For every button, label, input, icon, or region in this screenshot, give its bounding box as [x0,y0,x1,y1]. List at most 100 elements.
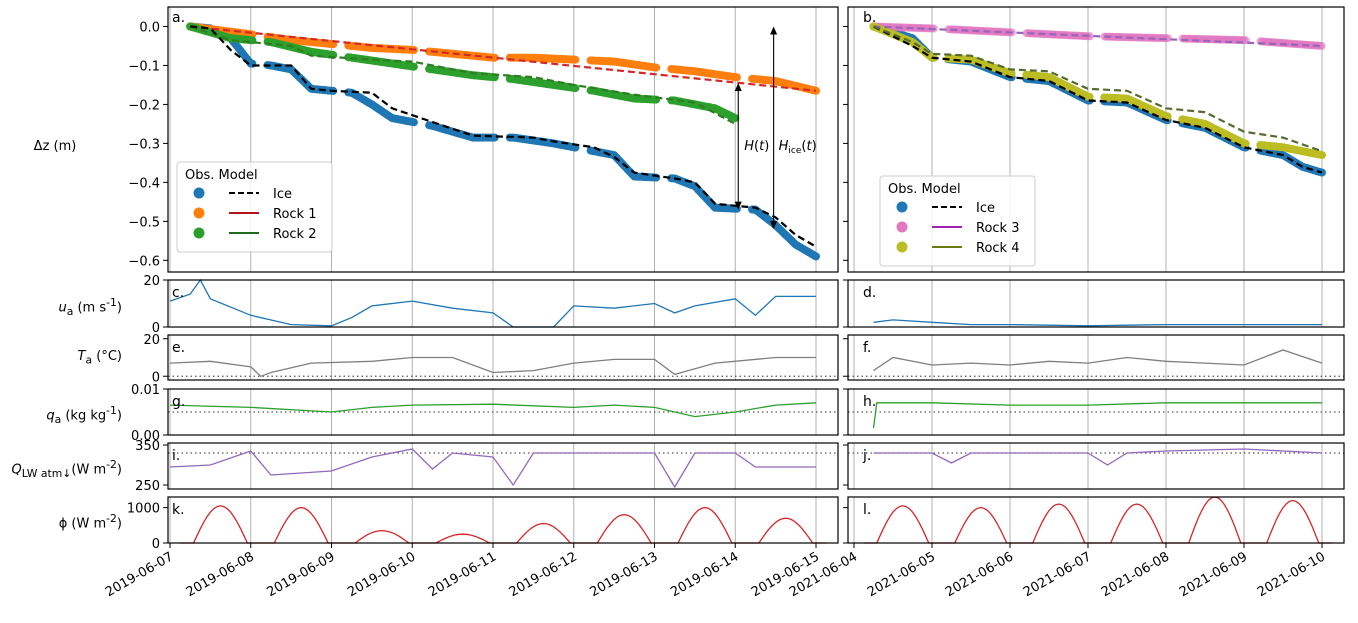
forcing-ytick-label-row0-0: 0 [152,321,160,336]
series-b-obs-1-point-403 [1306,41,1315,50]
series-a-obs-0-point-372 [812,252,820,261]
forcing-line-row0-left [169,278,816,328]
series-b-obs-1-point-108 [986,27,995,36]
forcing-frame-row2-left [167,388,839,436]
series-b-obs-1-point-37 [909,23,918,32]
series-b-obs-1-point-19 [890,23,899,32]
series-a-obs-1-point-277 [652,63,661,72]
forcing-line-row4-right [863,496,1332,544]
series-b-obs-1-point-180 [1064,31,1073,40]
forcing-frame-row3-right [847,442,1345,490]
series-b-obs-1-point-101 [978,27,987,35]
series-b-obs-1-point-120 [999,28,1008,36]
forcing-line-row1-right [873,349,1323,372]
series-b-obs-1-point-50 [923,24,932,33]
forcing-letter-row4-right: l. [863,502,871,518]
forcing-frame-row4-right [847,496,1345,544]
forcing-ytick-label-row4-1: 1000 [127,502,160,517]
series-b-obs-1-point-160 [1042,30,1051,39]
xtick-label-left-2: 2019-06-09 [265,549,338,600]
forcing-line-row2-right [872,402,1322,429]
series-b-obs-1-point-394 [1296,40,1305,49]
legend-b-marker-0 [896,201,908,213]
series-b-obs-1-point-393 [1295,40,1304,49]
forcing-ylabel-row4: ϕ (W m-2) [59,512,122,531]
series-b-obs-1-point-230 [1118,33,1127,42]
series-b-obs-1-point-27 [898,23,907,32]
series-b-obs-2-point-133 [1085,92,1094,101]
legend-b-marker-1 [896,221,908,233]
series-b-obs-1-point-161 [1043,30,1052,39]
forcing-letter-row3-left: i. [172,448,180,464]
series-b-obs-1-point-232 [1120,33,1129,42]
series-b-obs-1-point-98 [975,26,984,35]
forcing-ytick-label-row1-0: 0 [152,370,160,385]
series-a-obs-1-point-325 [732,73,741,82]
series-b-obs-1-point-220 [1107,32,1116,41]
series-b-obs-1-point-89 [965,26,974,35]
forcing-frame-row0-right [847,279,1345,328]
forcing-ytick-label-row3-0: 250 [135,479,160,494]
forcing-ytick-label-row4-0: 0 [152,537,160,552]
legend-a-entry-1: Rock 1 [273,207,316,222]
forcing-line-row4-left [180,505,827,544]
series-b-obs-1-point-28 [899,23,908,32]
legend-b: Obs. Model Ice Rock 3 Rock 4 [879,175,1036,267]
series-b-obs-1-point-192 [1077,31,1086,40]
series-a-obs-1-point-229 [571,55,580,64]
series-b-obs-1-point-261 [1152,33,1161,42]
series-b-model-1 [873,25,1323,48]
series-b-obs-1-point-70 [945,25,954,34]
annotation-hice-label: Hice(t) [779,139,817,156]
series-b-obs-1-point-405 [1308,41,1317,50]
forcing-line-row0-right [873,319,1322,327]
forcing-letter-row3-right: j. [862,448,871,464]
series-b-obs-1 [869,22,1326,50]
series-b-obs-1-point-182 [1066,31,1075,40]
legend-b-entry-1: Rock 3 [976,221,1019,236]
panel-b-frame [847,6,1345,273]
series-b-obs-1-point-242 [1131,33,1140,42]
series-b-obs-1-point-81 [957,25,966,34]
series-b-model-0 [873,25,1323,174]
xtick-label-left-0: 2019-06-07 [103,549,176,600]
forcing-frame-row1-right [847,334,1345,381]
panel-a-ytick-label-2: −0.2 [128,98,160,113]
series-b-obs-1-point-78 [954,25,962,34]
forcing-letter-row2-right: h. [863,394,876,410]
legend-b-entry-2: Rock 4 [976,241,1019,256]
series-b-obs-1-point-253 [1143,33,1152,42]
forcing-ylabel-text-row0: ua (m s-1) [58,295,122,318]
series-a-obs-2-point-133 [409,62,418,71]
series-b-obs-1-point-170 [1053,30,1062,39]
forcing-ylabel-text-row3: QLW atm↓(W m-2) [11,458,122,480]
series-b-obs-1-point-222 [1110,32,1118,41]
series-b-obs-1-point-240 [1129,33,1138,42]
annotation-h-arrow-head-top [734,82,742,91]
forcing-frame-row4-left [167,496,839,544]
forcing-frame-row2-right [847,388,1345,436]
annotation-hice-arrow-head-bottom [770,221,778,230]
series-b-obs-1-point-152 [1034,29,1043,38]
legend-a-box [176,161,333,253]
series-b-obs-1-point-119 [998,28,1007,36]
series-a-obs-2-point-229 [571,84,580,93]
series-b-obs-1-point-141 [1022,29,1031,38]
xtick-label-right-2: 2021-06-06 [943,549,1016,600]
panel-a-ytick-label-3: −0.3 [128,137,160,152]
forcing-letter-row2-left: g. [172,394,185,410]
annotation-hice-arrow-head-top [770,26,778,35]
series-b-obs-1-point-91 [968,26,977,35]
xtick-label-right-6: 2021-06-10 [1255,549,1328,600]
series-b-obs-1-point-99 [976,26,985,35]
legend-b-entry-0: Ice [976,201,995,216]
forcing-line-row3-left [169,448,816,489]
legend-a: Obs. Model Ice Rock 1 Rock 2 [176,161,333,253]
xtick-label-right-5: 2021-06-09 [1177,549,1250,600]
series-b-obs-1-point-241 [1130,33,1139,42]
series-a-obs-0-point-181 [490,133,499,142]
xtick-label-right-4: 2021-06-08 [1099,549,1172,600]
series-b-obs-1-point-252 [1142,33,1151,42]
series-b-obs-1-point-181 [1065,31,1074,40]
legend-a-header: Obs. Model [185,168,258,183]
